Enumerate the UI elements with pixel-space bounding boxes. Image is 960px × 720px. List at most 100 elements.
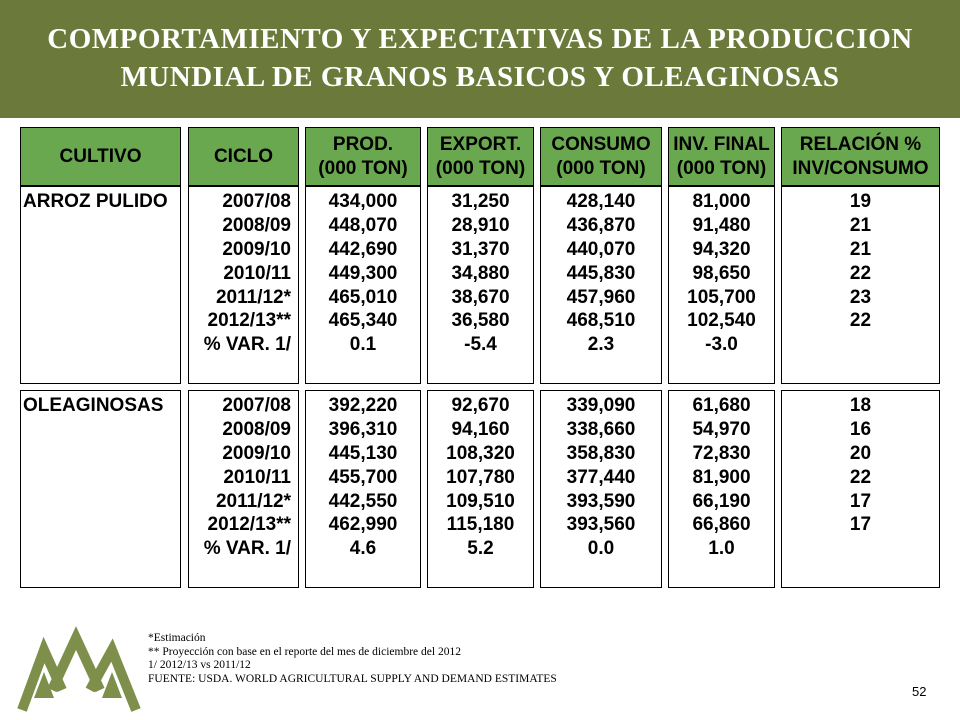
relacion-cell: 19 xyxy=(849,191,872,212)
cell-box xyxy=(668,186,775,384)
header-prod: PROD. (000 TON) xyxy=(305,127,421,186)
consumo-cell: 338,660 xyxy=(566,418,636,440)
consumo-cell: 377,440 xyxy=(566,466,636,488)
cycle-cell: 2010/11 xyxy=(223,262,291,284)
cell-box xyxy=(427,390,534,588)
inv-final-cell: 1.0 xyxy=(708,538,735,560)
relacion-cell: 18 xyxy=(849,395,872,416)
prod-cell: 434,000 xyxy=(328,191,398,212)
export-cell: 109,510 xyxy=(446,490,515,512)
cycle-cell: 2010/11 xyxy=(223,466,291,488)
relacion-column: 18 16 20 22 17 17 xyxy=(781,394,940,561)
footnote: FUENTE: USDA. WORLD AGRICULTURAL SUPPLY … xyxy=(148,672,557,685)
cycle-cell: 2008/09 xyxy=(222,214,291,236)
cycle-cell: % VAR. 1/ xyxy=(203,538,291,560)
footnote: ** Proyección con base en el reporte del… xyxy=(148,645,461,658)
prod-cell: 465,010 xyxy=(328,286,398,308)
relacion-cell: 17 xyxy=(849,490,872,512)
relacion-cell: 22 xyxy=(849,310,872,332)
inv-final-cell: 61,680 xyxy=(692,395,751,416)
consumo-cell: 358,830 xyxy=(566,442,636,464)
inv-final-cell: 105,700 xyxy=(687,286,756,308)
inv-final-cell: 66,860 xyxy=(692,514,751,536)
consumo-column: 428,140 436,870 440,070 445,830 457,960 … xyxy=(540,190,662,357)
consumo-cell: 0.0 xyxy=(587,538,615,560)
cell-box xyxy=(20,390,181,588)
relacion-cell xyxy=(781,537,940,561)
cell-box xyxy=(540,390,662,588)
cycle-cell: 2012/13** xyxy=(207,310,291,332)
consumo-cell: 468,510 xyxy=(566,310,636,332)
consumo-cell: 457,960 xyxy=(566,286,636,308)
cell-box xyxy=(188,390,299,588)
cycle-cell: 2011/12* xyxy=(215,490,291,512)
consumo-cell: 440,070 xyxy=(566,238,636,260)
prod-cell: 465,340 xyxy=(328,310,398,332)
cell-box xyxy=(781,390,940,588)
prod-column: 434,000 448,070 442,690 449,300 465,010 … xyxy=(305,190,421,357)
crop-name: ARROZ PULIDO xyxy=(23,191,168,212)
export-cell: 94,160 xyxy=(451,418,510,440)
inv-final-cell: 94,320 xyxy=(692,238,751,260)
header-export: EXPORT. (000 TON) xyxy=(427,127,534,186)
inv-final-cell: 72,830 xyxy=(692,442,751,464)
relacion-cell: 17 xyxy=(849,514,872,536)
consumo-cell: 2.3 xyxy=(587,334,615,356)
footnote: 1/ 2012/13 vs 2011/12 xyxy=(148,659,251,671)
inv-final-cell: 54,970 xyxy=(692,418,751,440)
header-inv-final: INV. FINAL (000 TON) xyxy=(668,127,775,186)
cycle-cell: 2009/10 xyxy=(222,238,291,260)
export-cell: 107,780 xyxy=(446,466,515,488)
cycle-column: 2007/08 2008/09 2009/10 2010/11 2011/12*… xyxy=(188,190,291,357)
cell-box xyxy=(305,186,421,384)
prod-column: 392,220 396,310 445,130 455,700 442,550 … xyxy=(305,394,421,561)
footnote: *Estimación xyxy=(148,632,206,644)
consumo-cell: 428,140 xyxy=(566,191,636,212)
inv-final-column: 61,680 54,970 72,830 81,900 66,190 66,86… xyxy=(668,394,775,561)
export-cell: -5.4 xyxy=(464,334,497,356)
crop-name: OLEAGINOSAS xyxy=(23,395,164,416)
export-cell: 108,320 xyxy=(446,442,515,464)
cycle-column: 2007/08 2008/09 2009/10 2010/11 2011/12*… xyxy=(188,394,291,561)
prod-cell: 442,690 xyxy=(328,238,398,260)
prod-cell: 449,300 xyxy=(328,262,398,284)
inv-final-cell: 102,540 xyxy=(687,310,756,332)
prod-cell: 445,130 xyxy=(328,442,398,464)
export-cell: 115,180 xyxy=(446,514,515,536)
cell-box xyxy=(20,186,181,384)
export-cell: 31,250 xyxy=(451,191,510,212)
consumo-column: 339,090 338,660 358,830 377,440 393,590 … xyxy=(540,394,662,561)
inv-final-cell: 81,000 xyxy=(692,191,751,212)
cycle-cell: 2007/08 xyxy=(222,395,291,416)
consumo-cell: 393,590 xyxy=(566,490,636,512)
cell-box xyxy=(540,186,662,384)
inv-final-column: 81,000 91,480 94,320 98,650 105,700 102,… xyxy=(668,190,775,357)
relacion-cell: 21 xyxy=(849,214,872,236)
cycle-cell: 2008/09 xyxy=(222,418,291,440)
prod-cell: 0.1 xyxy=(349,334,377,356)
cell-box xyxy=(188,186,299,384)
prod-cell: 455,700 xyxy=(328,466,398,488)
cycle-cell: 2012/13** xyxy=(207,514,291,536)
prod-cell: 448,070 xyxy=(328,214,398,236)
header-consumo: CONSUMO (000 TON) xyxy=(540,127,662,186)
cycle-cell: % VAR. 1/ xyxy=(203,334,291,356)
export-cell: 38,670 xyxy=(451,286,510,308)
relacion-cell: 23 xyxy=(849,286,872,308)
consumo-cell: 436,870 xyxy=(566,214,636,236)
relacion-cell xyxy=(781,333,940,357)
prod-cell: 462,990 xyxy=(328,514,398,536)
export-column: 92,670 94,160 108,320 107,780 109,510 11… xyxy=(427,394,534,561)
prod-cell: 396,310 xyxy=(328,418,398,440)
export-column: 31,250 28,910 31,370 34,880 38,670 36,58… xyxy=(427,190,534,357)
page-title: COMPORTAMIENTO Y EXPECTATIVAS DE LA PROD… xyxy=(0,20,960,96)
title-line-1: COMPORTAMIENTO Y EXPECTATIVAS DE LA PROD… xyxy=(47,23,913,55)
inv-final-cell: -3.0 xyxy=(705,334,738,356)
cycle-cell: 2007/08 xyxy=(222,191,291,212)
prod-cell: 4.6 xyxy=(349,538,377,560)
cell-box xyxy=(305,390,421,588)
consumo-cell: 339,090 xyxy=(566,395,636,416)
inv-final-cell: 66,190 xyxy=(692,490,751,512)
cycle-cell: 2011/12* xyxy=(215,286,291,308)
export-cell: 5.2 xyxy=(467,538,494,560)
